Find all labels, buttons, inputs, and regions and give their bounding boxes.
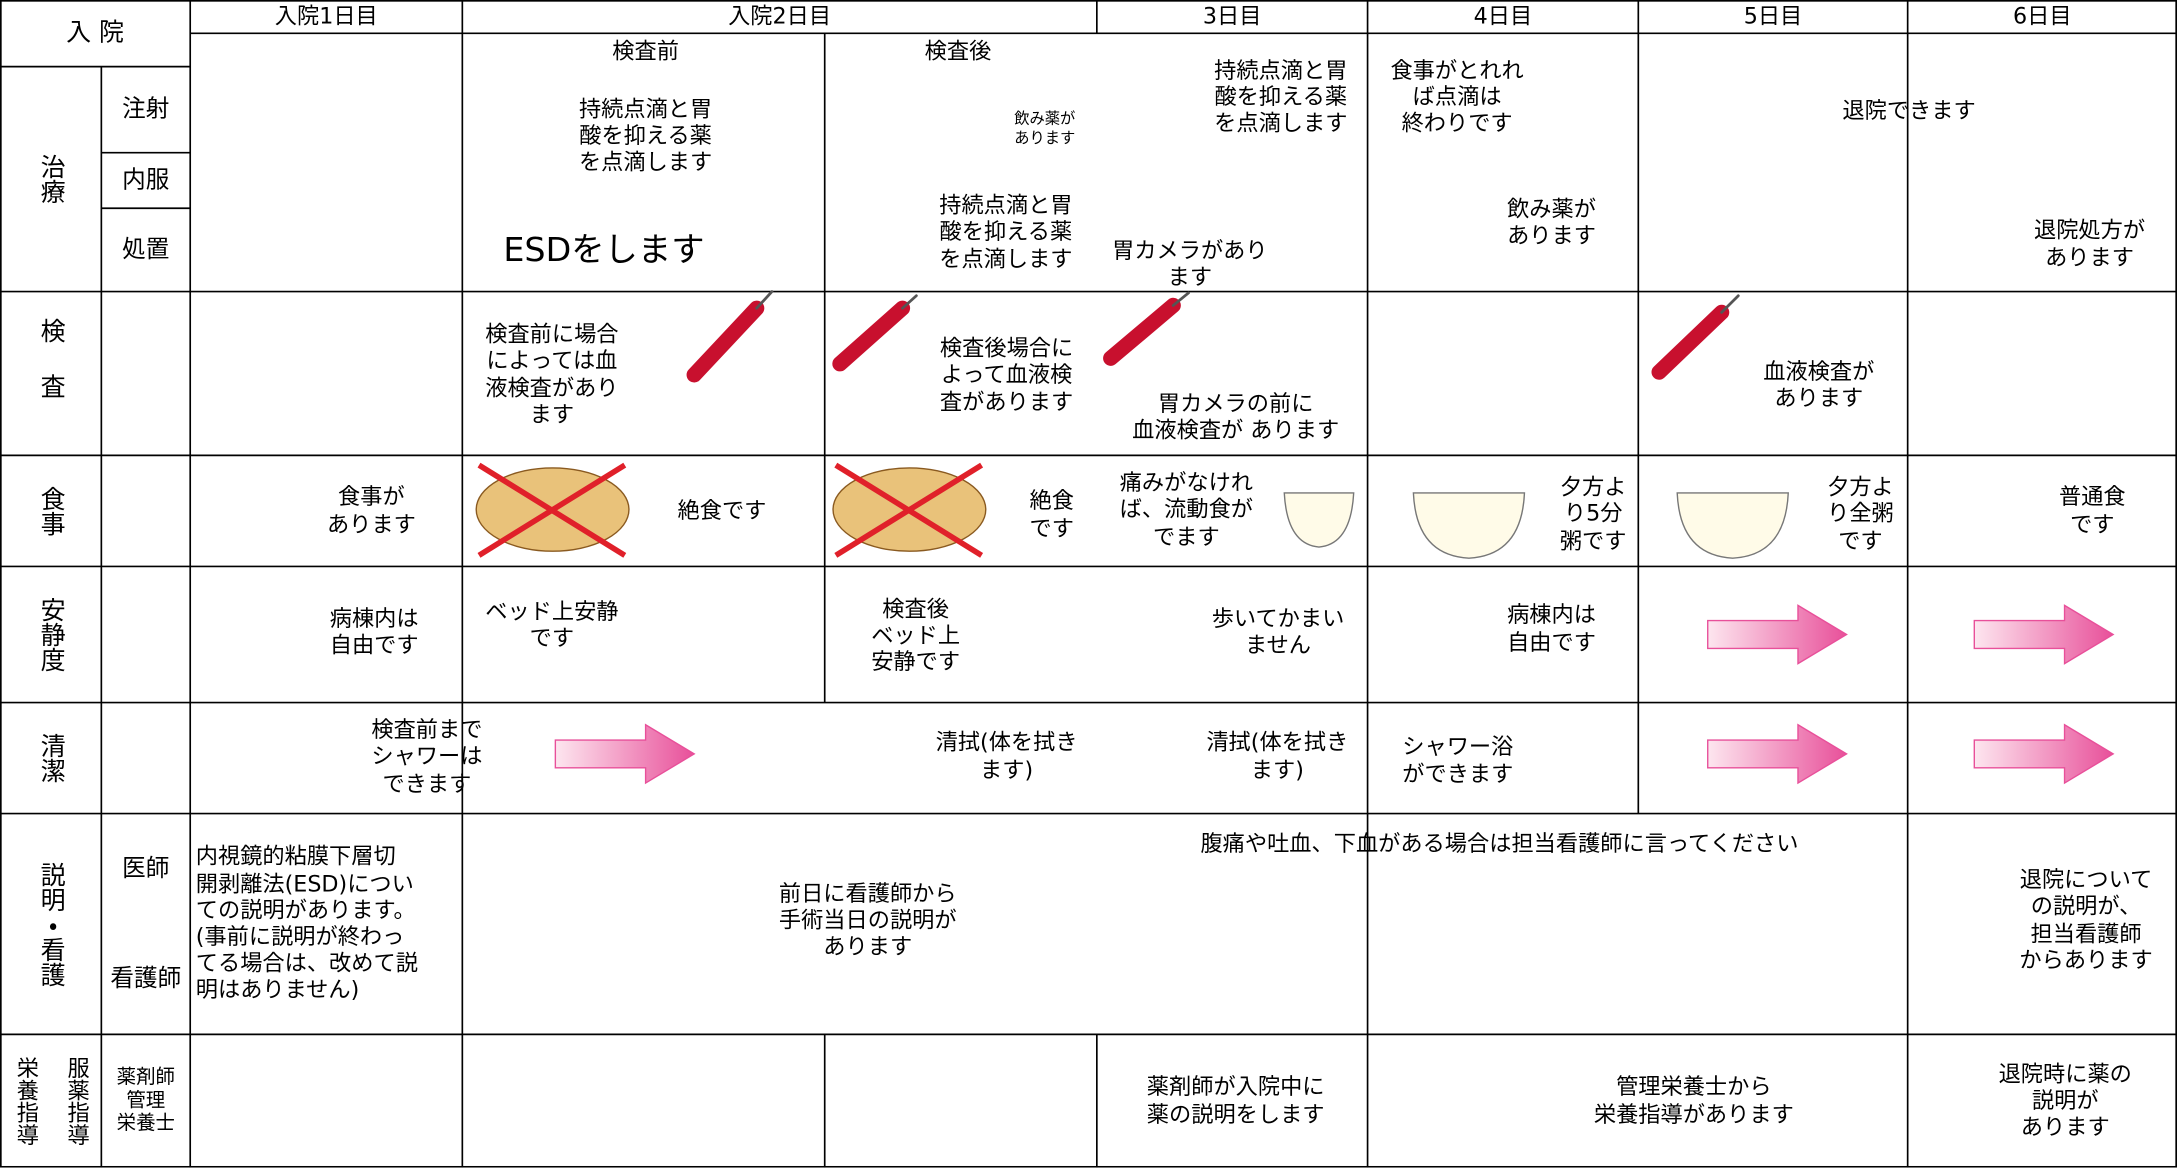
row-label: 清潔 — [36, 733, 66, 784]
bowl — [1676, 492, 1789, 559]
cell-text: 持続点滴と胃 酸を抑える薬 を点滴します — [939, 191, 1073, 272]
day-header: 入院1日目 — [274, 3, 378, 30]
sub-row-label: 処置 — [122, 235, 170, 264]
row-label: 栄養指導 — [12, 1056, 40, 1146]
row-label: 食事 — [36, 485, 66, 536]
cell-text: 胃カメラがあり ます — [1112, 237, 1268, 291]
day-header: 入院2日目 — [728, 3, 832, 30]
arrow — [1973, 604, 2115, 665]
cell-text: 内視鏡的粘膜下層切 開剥離法(ESD)につい ての説明があります。 (事前に説明… — [195, 843, 418, 1003]
cell-text: 検査後 ベッド上 安静です — [871, 595, 961, 675]
cell-text: 血液検査が あります — [1763, 357, 1875, 411]
cell-text: 持続点滴と胃 酸を抑える薬 を点滴します — [1214, 56, 1348, 137]
syringe — [1103, 291, 1190, 366]
cell-text: 飲み薬が あります — [1507, 195, 1596, 249]
cell-text: ESDをします — [503, 229, 705, 269]
syringe — [832, 294, 918, 372]
cell-text: 検査後場合に よって血液検 査があります — [939, 334, 1074, 415]
sub-row-label: 看護師 — [110, 964, 182, 993]
cell-text: 退院できます — [1842, 97, 1976, 125]
admission-header: 入 院 — [66, 18, 125, 48]
sub-row-label: 内服 — [122, 166, 170, 195]
syringes — [686, 290, 1740, 383]
sub-row-label: 薬剤師 管理 栄養士 — [116, 1066, 175, 1135]
cell-text: 退院について の説明が、 担当看護師 からあります — [2019, 866, 2153, 973]
cell-text: 前日に看護師から 手術当日の説明が あります — [778, 879, 957, 960]
sub-row-label: 注射 — [122, 95, 170, 124]
cell-text: 薬剤師が入院中に 薬の説明をします — [1146, 1073, 1325, 1127]
note: 腹痛や吐血、下血がある場合は担当看護師に言ってください — [1200, 830, 1799, 857]
row-label: 検査 — [36, 317, 66, 430]
bowl — [1412, 492, 1526, 559]
cell-text: 検査前 — [612, 38, 679, 65]
cell-text: 清拭(体を拭き ます) — [1206, 729, 1349, 783]
day-header: 3日目 — [1202, 3, 1262, 30]
day-header: 5日目 — [1743, 3, 1803, 30]
cell-text: 飲み薬が あります — [1014, 110, 1076, 147]
sub-row-label: 医師 — [122, 854, 170, 883]
cell-text: 退院処方が あります — [2033, 217, 2146, 271]
cell-text: 清拭(体を拭き ます) — [935, 729, 1078, 783]
syringe — [686, 290, 774, 383]
cell-text: 夕方よ り全粥 です — [1827, 473, 1894, 554]
cell-text: 管理栄養士から 栄養指導があります — [1593, 1073, 1794, 1127]
cell-text: 胃カメラの前に 血液検査が あります — [1132, 389, 1340, 443]
cell-text: 病棟内は 自由です — [329, 605, 419, 659]
cell-text: ベッド上安静 です — [485, 598, 619, 652]
arrow — [554, 723, 696, 785]
bowls — [1283, 492, 1789, 559]
cell-text: シャワー浴 ができます — [1402, 733, 1514, 787]
arrow — [1707, 604, 1848, 665]
cell-text: 持続点滴と胃 酸を抑える薬 を点滴します — [578, 95, 713, 176]
cross — [477, 462, 627, 558]
row-label: 服薬指導 — [63, 1056, 90, 1146]
row-label: 治療 — [36, 154, 66, 205]
cell-text: 歩いてかまい ません — [1211, 605, 1345, 659]
cell-text: 検査前に場合 によっては血 液検査があり ます — [485, 320, 619, 428]
syringe — [1651, 294, 1740, 380]
cell-text: 食事がとれれ ば点滴は 終わりです — [1390, 56, 1524, 137]
day-header: 6日目 — [2013, 3, 2072, 30]
cell-text: 病棟内は 自由です — [1507, 601, 1596, 655]
cell-text: 検査前まで シャワーは できます — [371, 716, 483, 797]
cell-text: 退院時に薬の 説明が あります — [1998, 1060, 2132, 1141]
cell-text: 絶食 です — [1029, 487, 1074, 541]
cell-text: 普通食 です — [2058, 483, 2126, 537]
bowl — [1283, 492, 1355, 548]
cell-text: 夕方よ り5分 粥です — [1559, 473, 1627, 554]
cell-text: 痛みがなけれ ば、流動食が でます — [1119, 469, 1254, 550]
row-label: 安静度 — [36, 597, 66, 672]
cell-text: 絶食です — [677, 497, 767, 524]
fasting-marks — [475, 462, 987, 558]
arrow — [1973, 723, 2115, 785]
arrow — [1707, 723, 1848, 785]
cell-text: 検査後 — [924, 38, 992, 65]
day-header: 4日目 — [1473, 3, 1533, 30]
row-label: 説明・看護 — [36, 861, 66, 987]
pink-arrows — [554, 604, 2115, 785]
cross — [834, 462, 984, 558]
cell-text: 食事が あります — [326, 483, 416, 537]
